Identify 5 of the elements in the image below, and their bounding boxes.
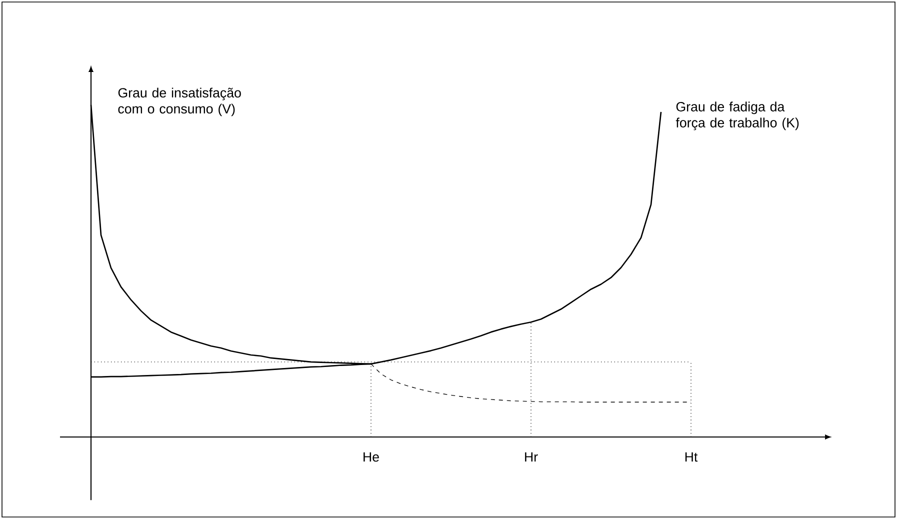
x-tick-label: He	[364, 452, 379, 462]
series-label: Grau de insatisfação com o consumo (V)	[118, 88, 241, 116]
x-tick-label: Ht	[685, 452, 698, 462]
x-tick-label: Hr	[525, 452, 538, 462]
series-label: Grau de fadiga da força de trabalho (K)	[676, 102, 799, 130]
